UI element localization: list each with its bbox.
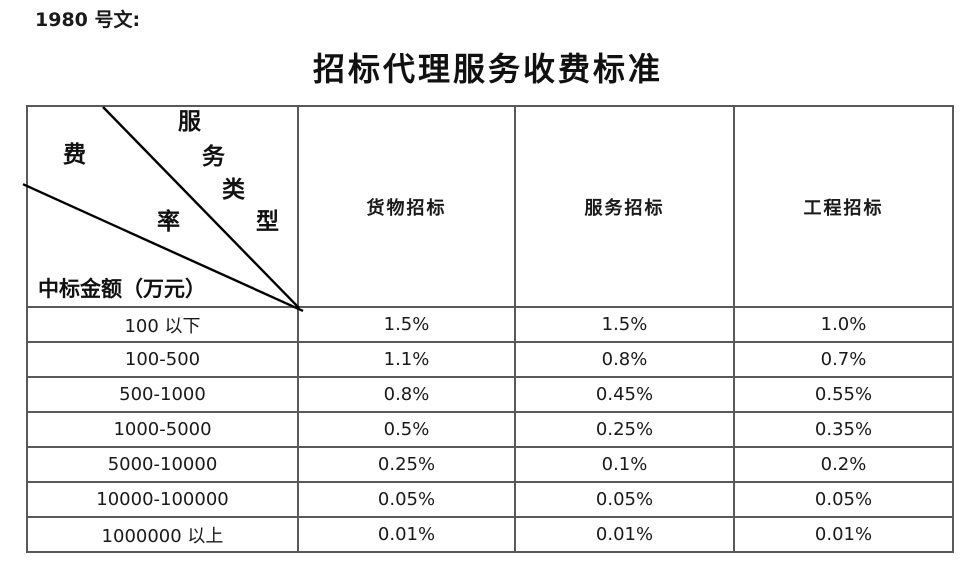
goods-rate-cell: 1.1% (297, 341, 516, 378)
table-row: 100-500 1.1% 0.8% 0.7% (26, 341, 954, 378)
service-rate-cell: 0.01% (514, 516, 735, 553)
goods-rate-cell: 0.25% (297, 446, 516, 483)
engineering-rate-cell: 0.2% (733, 446, 954, 483)
table-row: 1000-5000 0.5% 0.25% 0.35% (26, 411, 954, 448)
amount-range-cell: 1000000 以上 (26, 516, 299, 553)
goods-rate-cell: 0.5% (297, 411, 516, 448)
amount-range-cell: 100-500 (26, 341, 299, 378)
diagonal-divider-lines (22, 106, 304, 313)
table-row: 1000000 以上 0.01% 0.01% 0.01% (26, 516, 954, 553)
fee-standard-table: 服 务 类 型 费 率 中标金额（万元） 货物招标 服务招标 工程招标 100 … (22, 105, 954, 553)
corner-label-service-type-char: 服 (178, 108, 201, 135)
goods-rate-cell: 0.05% (297, 481, 516, 518)
corner-label-amount: 中标金额（万元） (38, 276, 206, 301)
service-rate-cell: 0.25% (514, 411, 735, 448)
goods-rate-cell: 0.8% (297, 376, 516, 413)
amount-range-cell: 5000-10000 (26, 446, 299, 483)
corner-label-service-type-char: 型 (256, 208, 279, 235)
column-header-goods: 货物招标 (297, 105, 516, 308)
table-row: 500-1000 0.8% 0.45% 0.55% (26, 376, 954, 413)
table-row: 5000-10000 0.25% 0.1% 0.2% (26, 446, 954, 483)
corner-label-rate-char: 费 (63, 141, 86, 168)
engineering-rate-cell: 0.01% (733, 516, 954, 553)
column-header-service: 服务招标 (514, 105, 735, 308)
page-title: 招标代理服务收费标准 (312, 50, 663, 88)
diagonal-corner-content: 服 务 类 型 费 率 中标金额（万元） (22, 106, 304, 313)
table-row: 10000-100000 0.05% 0.05% 0.05% (26, 481, 954, 518)
table-row: 100 以下 1.5% 1.5% 1.0% (26, 306, 954, 343)
engineering-rate-cell: 1.0% (733, 306, 954, 343)
goods-rate-cell: 0.01% (297, 516, 516, 553)
service-rate-cell: 0.05% (514, 481, 735, 518)
engineering-rate-cell: 0.05% (733, 481, 954, 518)
amount-range-cell: 1000-5000 (26, 411, 299, 448)
table-header-row: 服 务 类 型 费 率 中标金额（万元） 货物招标 服务招标 工程招标 (22, 105, 954, 313)
service-rate-cell: 0.45% (514, 376, 735, 413)
amount-range-cell: 500-1000 (26, 376, 299, 413)
corner-label-service-type-char: 务 (202, 143, 225, 170)
service-rate-cell: 0.1% (514, 446, 735, 483)
service-rate-cell: 1.5% (514, 306, 735, 343)
document-number-label: 1980 号文: (35, 9, 141, 31)
column-header-engineering: 工程招标 (733, 105, 954, 308)
engineering-rate-cell: 0.55% (733, 376, 954, 413)
engineering-rate-cell: 0.7% (733, 341, 954, 378)
goods-rate-cell: 1.5% (297, 306, 516, 343)
service-rate-cell: 0.8% (514, 341, 735, 378)
corner-label-rate-char: 率 (157, 208, 180, 235)
amount-range-cell: 100 以下 (26, 306, 299, 343)
corner-label-service-type-char: 类 (222, 176, 245, 203)
amount-range-cell: 10000-100000 (26, 481, 299, 518)
engineering-rate-cell: 0.35% (733, 411, 954, 448)
diagonal-corner-cell: 服 务 类 型 费 率 中标金额（万元） (22, 105, 304, 313)
